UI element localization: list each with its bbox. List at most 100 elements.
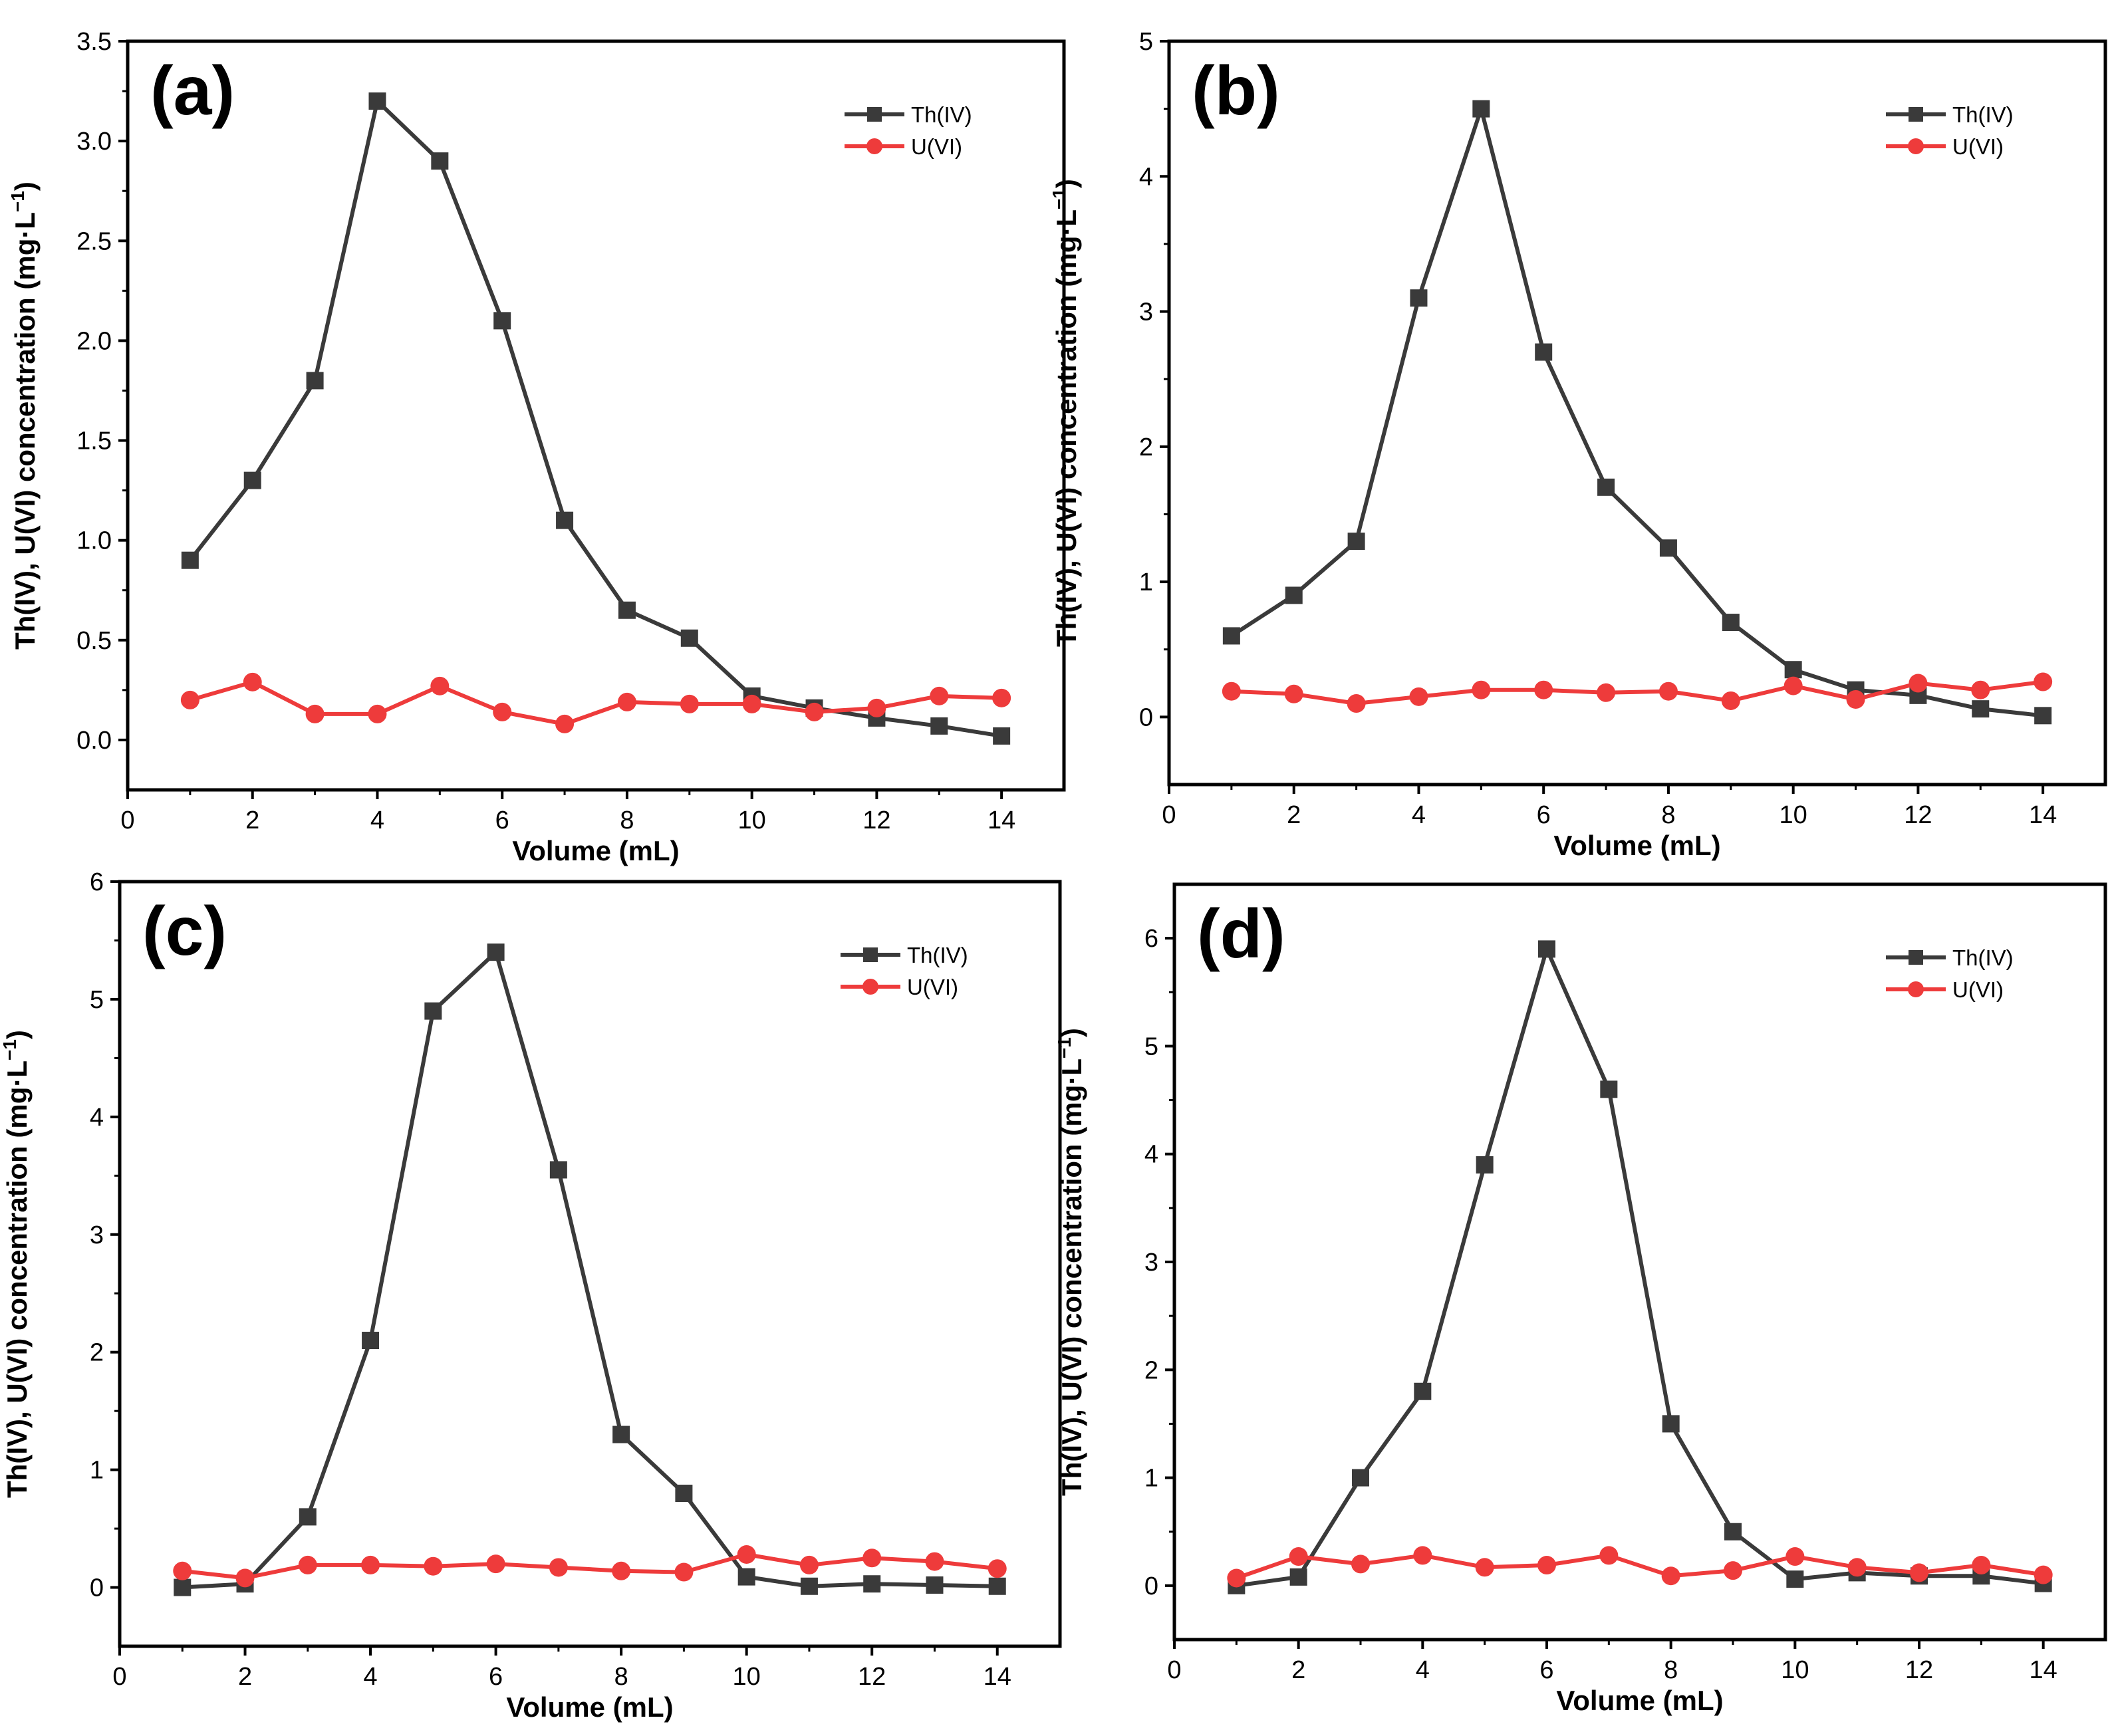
- data-point: [1599, 1546, 1619, 1565]
- data-point: [424, 1002, 442, 1020]
- legend-label: U(VI): [907, 975, 958, 999]
- x-tick-label: 10: [738, 806, 766, 834]
- x-tick-label: 14: [2030, 1656, 2057, 1684]
- y-axis-title-close: ): [1056, 1028, 1087, 1037]
- data-point: [243, 471, 261, 489]
- data-point: [493, 312, 511, 330]
- legend: Th(IV) U(VI): [845, 102, 972, 159]
- series-line: [188, 99, 1002, 738]
- data-point: [1476, 1156, 1494, 1174]
- plot-frame: [118, 880, 1062, 1648]
- y-tick-label: 2: [90, 1339, 104, 1367]
- data-point: [487, 943, 505, 961]
- y-tick-label: 4: [1144, 1141, 1158, 1169]
- data-point: [361, 1555, 380, 1574]
- data-point: [992, 688, 1011, 707]
- y-tick-label: 1: [1144, 1465, 1158, 1493]
- y-axis-title-close: ): [9, 182, 41, 191]
- data-point: [549, 1558, 568, 1577]
- x-axis-title: Volume (mL): [1556, 1685, 1723, 1716]
- data-point: [1347, 694, 1366, 713]
- data-point: [863, 1575, 881, 1593]
- y-axis-title-main: Th(IV), U(VI) concentration (mg·L: [1056, 1058, 1087, 1496]
- y-tick-label: 0.0: [76, 727, 112, 755]
- data-point: [1784, 661, 1802, 679]
- y-axis-title: Th(IV), U(VI) concentration (mg·L−1): [1049, 179, 1082, 647]
- legend-label: Th(IV): [1952, 102, 2014, 127]
- data-point: [1600, 1080, 1618, 1098]
- data-point: [1472, 100, 1490, 118]
- series-thorium: [174, 943, 1006, 1596]
- y-tick-label: 3: [90, 1221, 104, 1249]
- x-tick-label: 6: [1537, 801, 1551, 829]
- data-point: [612, 1561, 631, 1580]
- series-line: [1236, 1553, 2044, 1580]
- legend-label: U(VI): [1952, 977, 2004, 1002]
- y-tick-label: 3.5: [76, 28, 112, 56]
- panel-label: (a): [150, 53, 235, 130]
- legend-marker: [1909, 950, 1923, 965]
- data-point: [2034, 1565, 2053, 1584]
- y-axis-title: Th(IV), U(VI) concentration (mg·L−1): [1054, 1028, 1087, 1496]
- series-line: [1236, 947, 2044, 1588]
- data-point: [993, 727, 1011, 745]
- x-tick-label: 10: [1781, 1656, 1809, 1684]
- data-point: [867, 698, 886, 717]
- data-point: [1786, 1570, 1804, 1588]
- x-tick-label: 8: [1664, 1656, 1678, 1684]
- data-point: [1409, 687, 1428, 706]
- data-point: [305, 704, 325, 723]
- y-tick-label: 0: [1144, 1572, 1158, 1600]
- series-line: [182, 1552, 998, 1580]
- y-tick-label: 4: [1139, 163, 1153, 191]
- x-tick-label: 0: [1167, 1656, 1181, 1684]
- panel-label: (d): [1197, 896, 1285, 973]
- y-axis-title-sup: −1: [0, 1039, 20, 1060]
- legend-label: U(VI): [1952, 134, 2004, 159]
- x-tick-label: 12: [1905, 1656, 1933, 1684]
- x-tick-label: 4: [1416, 1656, 1430, 1684]
- data-point: [675, 1485, 693, 1502]
- x-tick-label: 0: [112, 1663, 126, 1691]
- y-tick-label: 1: [1139, 568, 1153, 596]
- data-point: [1972, 1556, 1991, 1575]
- data-point: [1847, 1558, 1867, 1577]
- x-tick-label: 4: [370, 806, 384, 834]
- data-point: [555, 714, 575, 733]
- data-point: [1222, 682, 1241, 701]
- data-point: [925, 1552, 944, 1571]
- y-tick-label: 0.5: [76, 627, 112, 655]
- panel-label: (c): [142, 893, 227, 970]
- data-point: [680, 629, 698, 647]
- series-line: [1230, 106, 2044, 718]
- data-point: [1413, 1546, 1432, 1565]
- data-point: [556, 511, 574, 529]
- data-point: [431, 152, 449, 170]
- x-tick-label: 6: [1539, 1656, 1553, 1684]
- y-axis-title-sup: −1: [1054, 1037, 1075, 1058]
- legend-marker: [1908, 138, 1924, 154]
- y-tick-label: 3.0: [76, 128, 112, 156]
- y-tick-label: 5: [90, 986, 104, 1014]
- data-point: [243, 672, 262, 691]
- data-point: [174, 1578, 192, 1596]
- y-tick-label: 2.5: [76, 227, 112, 255]
- legend-label: Th(IV): [907, 943, 968, 967]
- series-line: [1231, 680, 2044, 706]
- legend-marker: [1908, 981, 1924, 997]
- data-point: [742, 694, 761, 713]
- data-point: [618, 601, 636, 619]
- y-axis-title-main: Th(IV), U(VI) concentration (mg·L: [1051, 209, 1082, 647]
- y-axis-title-sup: −1: [7, 191, 28, 212]
- legend-marker: [867, 107, 882, 122]
- data-point: [1910, 1563, 1928, 1582]
- y-tick-label: 3: [1139, 299, 1153, 326]
- x-tick-label: 6: [489, 1663, 503, 1691]
- x-tick-label: 8: [614, 1663, 628, 1691]
- legend: Th(IV) U(VI): [1886, 945, 2014, 1002]
- data-point: [1846, 689, 1865, 709]
- y-tick-label: 6: [90, 868, 104, 896]
